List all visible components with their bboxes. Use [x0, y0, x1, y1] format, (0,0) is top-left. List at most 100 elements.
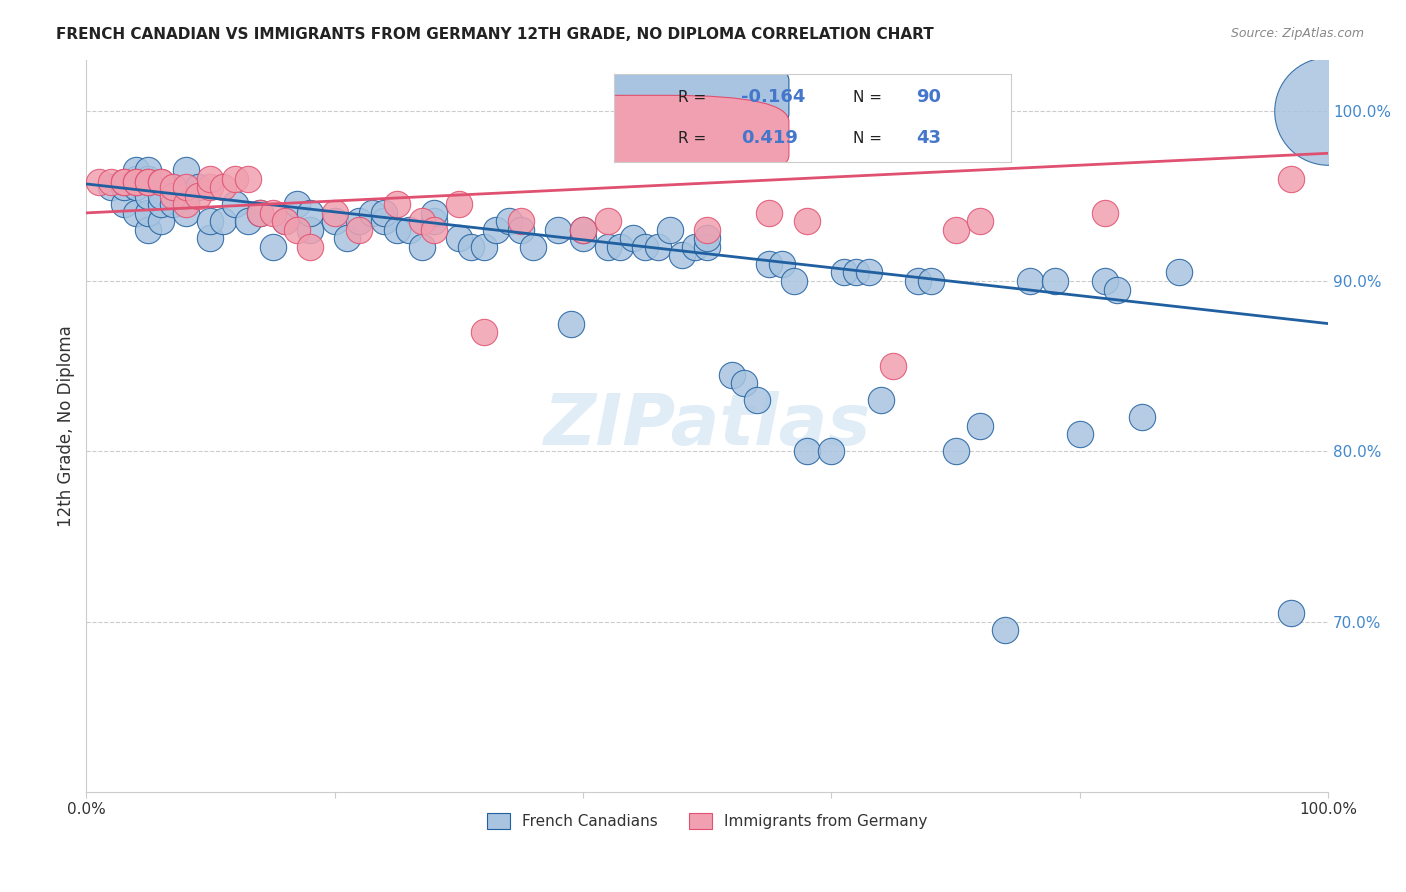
Point [125, 175, 148, 189]
Point [125, 180, 148, 194]
Point [349, 223, 371, 237]
Point [298, 240, 321, 254]
Point [385, 223, 408, 237]
Point [349, 214, 371, 228]
Point [945, 444, 967, 458]
Point [323, 214, 346, 228]
Point [485, 223, 508, 237]
Point [174, 163, 197, 178]
Point [87, 175, 110, 189]
Point [1130, 410, 1153, 425]
Point [249, 206, 271, 220]
Point [287, 223, 309, 237]
Point [522, 240, 544, 254]
Point [423, 214, 446, 228]
Point [845, 265, 868, 279]
Text: ZIPatlas: ZIPatlas [544, 392, 870, 460]
Point [1317, 103, 1340, 118]
Point [472, 240, 495, 254]
Point [547, 223, 569, 237]
Legend: French Canadians, Immigrants from Germany: French Canadians, Immigrants from German… [481, 807, 934, 836]
Point [149, 175, 172, 189]
Point [224, 171, 246, 186]
Point [882, 359, 904, 374]
Point [298, 223, 321, 237]
Point [510, 214, 533, 228]
Point [200, 231, 222, 245]
Point [696, 223, 718, 237]
Point [696, 231, 718, 245]
Point [323, 206, 346, 220]
Point [510, 223, 533, 237]
Point [683, 240, 706, 254]
Point [262, 240, 284, 254]
Point [907, 274, 929, 288]
Point [572, 223, 595, 237]
Point [1094, 274, 1116, 288]
Point [212, 180, 235, 194]
Point [174, 189, 197, 203]
Point [770, 257, 793, 271]
Point [236, 171, 259, 186]
Point [249, 206, 271, 220]
Point [373, 214, 395, 228]
Point [162, 180, 184, 194]
Point [274, 214, 297, 228]
Point [149, 197, 172, 211]
Point [447, 231, 470, 245]
Point [796, 214, 818, 228]
Point [969, 418, 991, 433]
Point [262, 206, 284, 220]
Point [870, 393, 893, 408]
Point [994, 623, 1017, 637]
Point [447, 197, 470, 211]
Point [200, 180, 222, 194]
Point [498, 214, 520, 228]
Point [385, 197, 408, 211]
Point [572, 231, 595, 245]
Point [858, 265, 880, 279]
Point [149, 214, 172, 228]
Point [945, 223, 967, 237]
Point [411, 240, 433, 254]
Point [647, 240, 669, 254]
Point [138, 189, 160, 203]
Point [187, 189, 209, 203]
Point [100, 180, 122, 194]
Point [125, 175, 148, 189]
Point [596, 214, 619, 228]
Point [411, 214, 433, 228]
Point [149, 189, 172, 203]
Point [969, 214, 991, 228]
Point [733, 376, 755, 391]
Point [100, 175, 122, 189]
Point [373, 206, 395, 220]
Point [398, 223, 420, 237]
Point [472, 325, 495, 339]
Text: Source: ZipAtlas.com: Source: ZipAtlas.com [1230, 27, 1364, 40]
Point [236, 214, 259, 228]
Point [1279, 606, 1302, 620]
Point [609, 240, 631, 254]
Point [174, 206, 197, 220]
Point [200, 171, 222, 186]
Point [149, 175, 172, 189]
Point [112, 180, 135, 194]
Point [758, 206, 780, 220]
Point [721, 368, 744, 382]
Point [138, 223, 160, 237]
Point [1105, 283, 1128, 297]
Point [696, 240, 718, 254]
Point [138, 206, 160, 220]
Point [162, 189, 184, 203]
Point [1094, 206, 1116, 220]
Point [112, 175, 135, 189]
Point [572, 223, 595, 237]
Point [174, 180, 197, 194]
Point [138, 175, 160, 189]
Point [796, 444, 818, 458]
Point [423, 206, 446, 220]
Point [138, 175, 160, 189]
Point [596, 240, 619, 254]
Point [783, 274, 806, 288]
